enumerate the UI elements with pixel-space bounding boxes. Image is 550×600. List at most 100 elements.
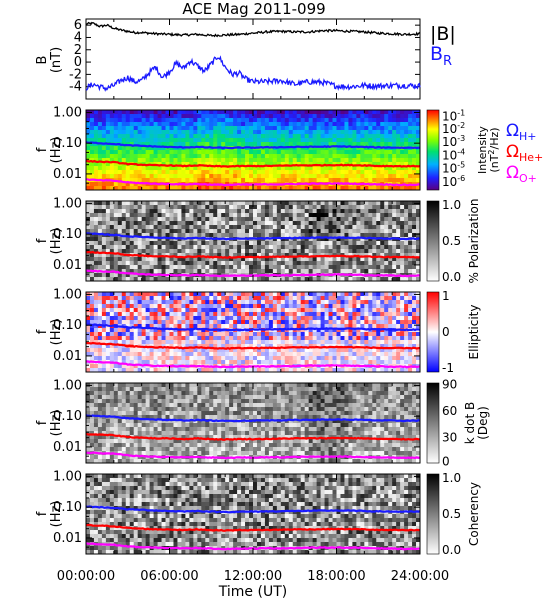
- spectrogram-cell: [372, 312, 377, 317]
- spectrogram-cell: [364, 166, 369, 171]
- spectrogram-cell: [340, 328, 345, 333]
- spectrogram-cell: [109, 146, 115, 151]
- spectrogram-cell: [169, 178, 174, 183]
- spectrogram-cell: [304, 118, 310, 123]
- spectrogram-cell: [288, 360, 294, 365]
- spectrogram-cell: [109, 237, 115, 242]
- spectrogram-cell: [404, 150, 409, 155]
- spectrogram-cell: [372, 201, 377, 206]
- spectrogram-cell: [165, 237, 170, 242]
- spectrogram-cell: [280, 122, 286, 127]
- spectrogram-cell: [173, 249, 178, 254]
- spectrogram-cell: [209, 296, 214, 301]
- spectrogram-cell: [260, 166, 266, 171]
- spectrogram-cell: [400, 134, 405, 139]
- spectrogram-cell: [360, 265, 365, 270]
- spectrogram-cell: [245, 229, 250, 234]
- spectrogram-cell: [205, 261, 210, 266]
- spectrogram-cell: [416, 118, 421, 123]
- spectrogram-cell: [185, 138, 190, 143]
- spectrogram-cell: [276, 245, 282, 250]
- spectrogram-cell: [340, 292, 345, 297]
- spectrogram-cell: [348, 292, 353, 297]
- spectrogram-cell: [193, 257, 198, 262]
- spectrogram-cell: [372, 114, 377, 119]
- spectrogram-cell: [328, 221, 333, 226]
- spectrogram-cell: [400, 225, 405, 230]
- spectrogram-cell: [149, 304, 154, 309]
- spectrogram-cell: [189, 134, 194, 139]
- spectrogram-cell: [121, 364, 127, 369]
- spectrogram-cell: [364, 277, 369, 282]
- spectrogram-cell: [221, 154, 226, 159]
- spectrogram-cell: [312, 110, 318, 115]
- spectrogram-cell: [93, 328, 99, 333]
- spectrogram-cell: [380, 324, 385, 329]
- spectrogram-cell: [376, 340, 381, 345]
- spectrogram-cell: [221, 229, 226, 234]
- spectrogram-cell: [105, 170, 111, 175]
- spectrogram-cell: [181, 340, 186, 345]
- spectrogram-cell: [121, 126, 127, 131]
- spectrogram-cell: [213, 166, 218, 171]
- spectrogram-cell: [336, 178, 341, 183]
- spectrogram-cell: [380, 257, 385, 262]
- spectrogram-cell: [352, 201, 357, 206]
- spectrogram-cell: [344, 229, 349, 234]
- spectrogram-cell: [253, 178, 258, 183]
- spectrogram-cell: [101, 316, 107, 321]
- spectrogram-cell: [141, 237, 147, 242]
- spectrogram-cell: [316, 332, 321, 337]
- spectrogram-cell: [137, 122, 143, 127]
- spectrogram-cell: [372, 348, 377, 353]
- spectrogram-cell: [145, 201, 151, 206]
- spectrogram-cell: [225, 241, 230, 246]
- spectrogram-cell: [376, 201, 381, 206]
- spectrogram-cell: [416, 130, 421, 135]
- spectrogram-cell: [376, 360, 381, 365]
- spectrogram-cell: [217, 352, 222, 357]
- spectrogram-cell: [197, 130, 202, 135]
- spectrogram-cell: [272, 205, 278, 210]
- spectrogram-cell: [280, 360, 286, 365]
- spectrogram-cell: [352, 320, 357, 325]
- spectrogram-cell: [332, 201, 337, 206]
- spectrogram-cell: [181, 209, 186, 214]
- spectrogram-cell: [272, 154, 278, 159]
- spectrogram-cell: [189, 213, 194, 218]
- spectrogram-cell: [213, 225, 218, 230]
- spectrogram-cell: [177, 312, 182, 317]
- spectrogram-cell: [105, 344, 111, 349]
- spectrogram-cell: [133, 364, 139, 369]
- spectrogram-cell: [384, 344, 389, 349]
- spectrogram-cell: [292, 118, 298, 123]
- spectrogram-cell: [280, 174, 286, 179]
- spectrogram-cell: [185, 344, 190, 349]
- spectrogram-cell: [225, 356, 230, 361]
- spectrogram-cell: [384, 130, 389, 135]
- spectrogram-cell: [344, 174, 349, 179]
- spectrogram-cell: [209, 360, 214, 365]
- spectrogram-cell: [268, 352, 274, 357]
- spectrogram-cell: [201, 368, 206, 373]
- spectrogram-cell: [253, 261, 258, 266]
- spectrogram-cell: [268, 340, 274, 345]
- spectrogram-cell: [93, 182, 99, 187]
- spectrogram-cell: [113, 332, 119, 337]
- spectrogram-cell: [304, 241, 310, 246]
- spectrogram-cell: [249, 277, 254, 282]
- spectrogram-cell: [360, 356, 365, 361]
- spectrogram-cell: [404, 221, 409, 226]
- spectrogram-cell: [133, 174, 139, 179]
- spectrogram-cell: [133, 110, 139, 115]
- spectrogram-cell: [348, 126, 353, 131]
- spectrogram-cell: [133, 368, 139, 373]
- spectrogram-cell: [193, 134, 198, 139]
- spectrogram-cell: [316, 209, 321, 214]
- spectrogram-cell: [89, 213, 95, 218]
- spectrogram-cell: [109, 166, 115, 171]
- spectrogram-cell: [300, 126, 306, 131]
- spectrogram-cell: [101, 170, 107, 175]
- spectrogram-cell: [185, 253, 190, 258]
- spectrogram-cell: [316, 118, 321, 123]
